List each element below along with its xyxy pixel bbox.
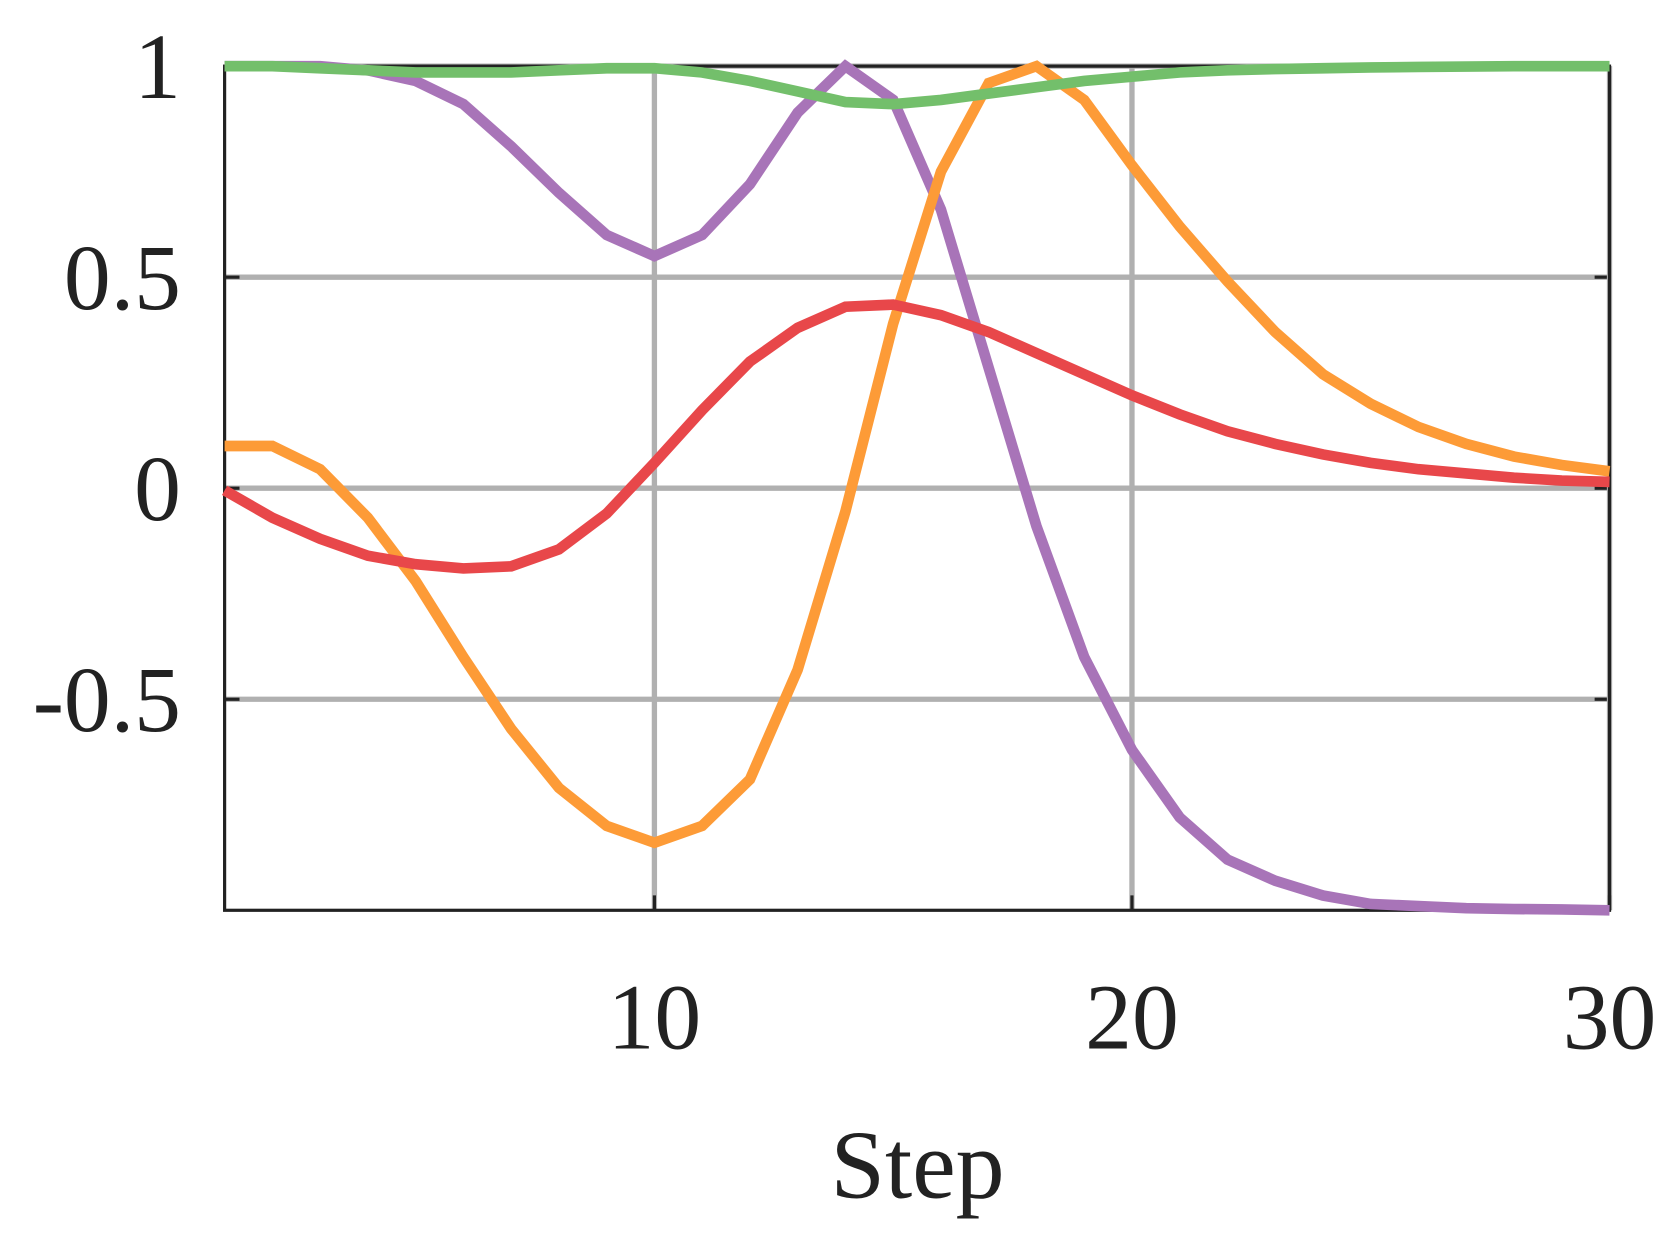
- plot-frame: [223, 64, 1612, 912]
- y-tick-label: 0: [134, 438, 181, 541]
- x-tick-label: 10: [608, 967, 702, 1070]
- x-tick-label: 30: [1563, 967, 1657, 1070]
- data-line: [224, 59, 1610, 916]
- y-tick-label: 1: [134, 16, 181, 119]
- x-tick-label: 20: [1085, 967, 1179, 1070]
- data-line: [224, 60, 1610, 110]
- data-line: [221, 299, 1610, 574]
- y-tick-label: -0.5: [33, 649, 181, 752]
- y-tick-label: 0.5: [64, 227, 181, 330]
- x-axis-label: Step: [831, 1112, 1005, 1220]
- data-line: [224, 60, 1611, 849]
